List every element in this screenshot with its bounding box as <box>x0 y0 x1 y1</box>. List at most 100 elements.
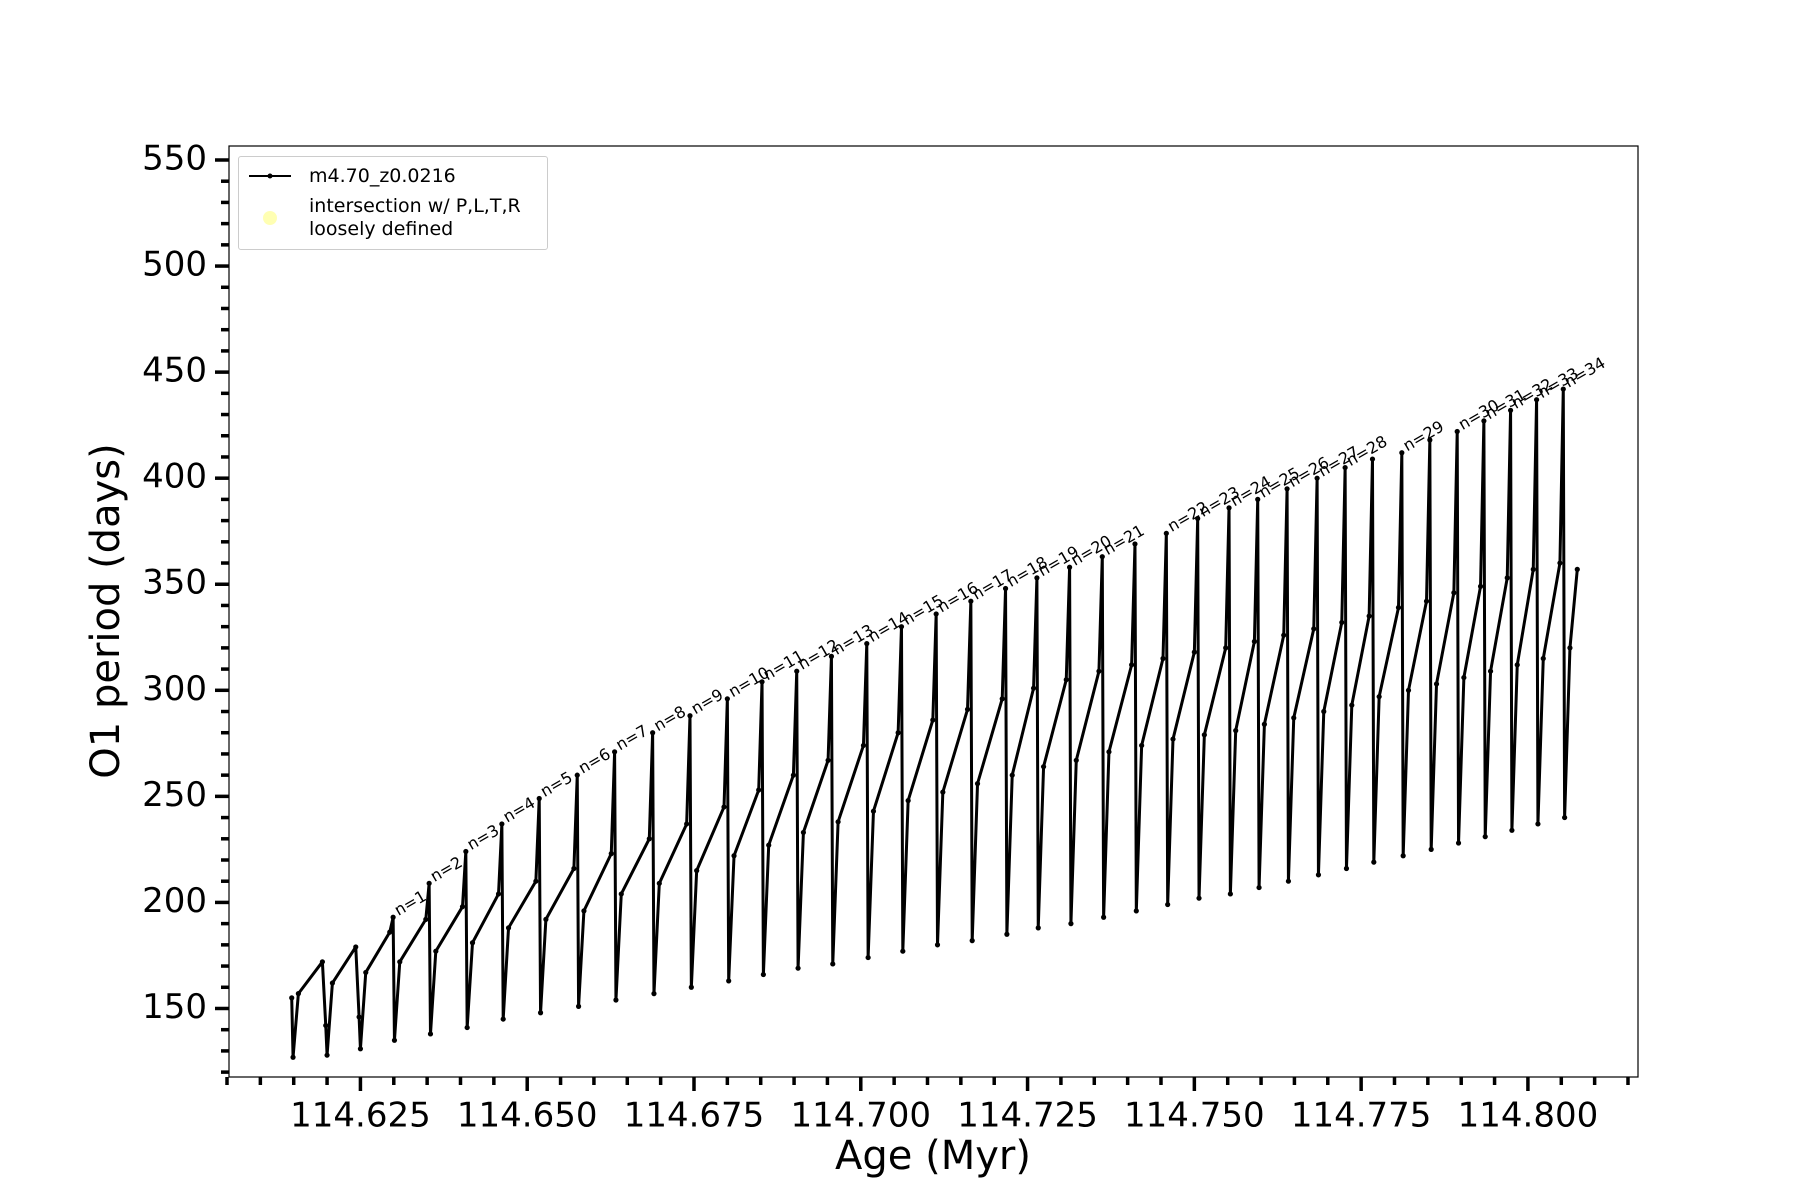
series-marker <box>1040 764 1047 770</box>
series-marker <box>1395 604 1402 611</box>
series-marker <box>1482 834 1488 840</box>
x-tick-label: 114.725 <box>957 1096 1098 1136</box>
y-tick-label: 350 <box>142 563 207 603</box>
series-marker <box>1567 645 1573 651</box>
y-tick-label: 250 <box>142 775 207 815</box>
series-marker <box>1068 921 1074 927</box>
series-marker <box>1461 674 1467 681</box>
series-marker <box>969 938 975 944</box>
legend-line-key <box>249 173 291 179</box>
series-marker <box>1433 681 1440 687</box>
series-marker <box>1160 655 1166 662</box>
legend-point-key <box>263 211 277 225</box>
series-marker <box>1427 437 1433 443</box>
series-marker <box>1535 821 1541 827</box>
series-marker <box>731 853 737 859</box>
series-marker <box>464 1024 470 1031</box>
series-marker <box>319 959 325 965</box>
series-marker <box>900 948 906 954</box>
series-marker <box>387 929 393 935</box>
series-marker <box>905 798 911 804</box>
series-marker <box>1281 632 1287 638</box>
series-marker <box>1129 662 1135 668</box>
series-marker <box>1314 475 1320 481</box>
series-marker <box>295 991 301 997</box>
series-marker <box>721 804 727 810</box>
series-marker <box>1165 901 1171 908</box>
series-marker <box>934 942 941 948</box>
x-tick-label: 114.675 <box>624 1096 765 1136</box>
series-marker <box>898 624 905 630</box>
series-marker <box>830 961 836 967</box>
series-marker <box>533 878 539 884</box>
series-marker <box>933 611 939 617</box>
x-axis-label: Age (Myr) <box>835 1133 1031 1179</box>
series-marker <box>1321 708 1327 715</box>
legend-entry: m4.70_z0.0216 <box>249 165 456 188</box>
series-marker <box>1132 541 1138 547</box>
series-marker <box>1369 456 1376 462</box>
series-marker <box>469 940 476 946</box>
series-marker <box>1514 662 1520 668</box>
series-marker <box>1101 914 1107 920</box>
series-marker <box>433 948 439 954</box>
series-marker <box>999 696 1005 702</box>
series-marker <box>363 969 369 976</box>
series-marker <box>1339 619 1345 626</box>
series-marker <box>536 795 542 802</box>
series-marker <box>1004 931 1010 937</box>
legend-label: intersection w/ P,L,T,R loosely defined <box>309 195 521 240</box>
series-marker <box>574 772 580 778</box>
series-marker <box>1106 749 1112 755</box>
series-marker <box>650 730 656 736</box>
series-marker <box>800 829 807 836</box>
annotation: n=7 <box>612 721 651 754</box>
series-marker <box>864 641 870 647</box>
series-marker <box>1255 496 1261 502</box>
series-marker <box>324 1052 330 1058</box>
series-marker <box>1163 530 1169 536</box>
series-marker <box>500 1016 506 1022</box>
annotation: n=3 <box>464 821 503 854</box>
series-marker <box>825 757 831 763</box>
legend-marker <box>263 211 277 225</box>
series-marker <box>1223 645 1229 651</box>
annotation: n=2 <box>427 852 466 885</box>
series-marker <box>1405 687 1412 693</box>
series-marker <box>356 1014 362 1020</box>
y-tick-label: 500 <box>142 245 207 285</box>
series-marker <box>543 916 549 922</box>
series-marker <box>1139 742 1145 749</box>
series-marker <box>323 1022 329 1029</box>
series-marker <box>1035 925 1041 931</box>
series-marker <box>974 781 981 787</box>
annotation: n=34 <box>1561 353 1609 391</box>
series-marker <box>940 789 946 795</box>
series-marker <box>1399 450 1405 456</box>
y-tick-label: 550 <box>142 139 207 179</box>
series-marker <box>329 980 336 986</box>
series-marker <box>795 965 801 971</box>
series-marker <box>1291 715 1297 721</box>
series-marker <box>357 1046 364 1052</box>
series-marker <box>1096 668 1102 674</box>
series-marker <box>687 713 693 719</box>
y-tick-label: 300 <box>142 669 207 709</box>
y-tick-label: 200 <box>142 881 207 921</box>
series-marker <box>656 880 662 886</box>
series-marker <box>688 984 694 990</box>
series-marker <box>1349 702 1355 708</box>
series-marker <box>1227 891 1233 897</box>
series-marker <box>463 848 469 855</box>
series-marker <box>1428 846 1434 852</box>
series-marker <box>835 819 841 825</box>
axes-frame <box>228 145 1639 1078</box>
series-marker <box>1233 728 1239 734</box>
series-marker <box>651 991 657 997</box>
series-marker <box>289 995 295 1001</box>
legend-entry: intersection w/ P,L,T,R loosely defined <box>249 195 521 241</box>
series-marker <box>1066 564 1073 570</box>
y-axis-label: O1 period (days) <box>83 443 129 778</box>
series-marker <box>1509 827 1515 833</box>
series-marker <box>646 836 652 842</box>
